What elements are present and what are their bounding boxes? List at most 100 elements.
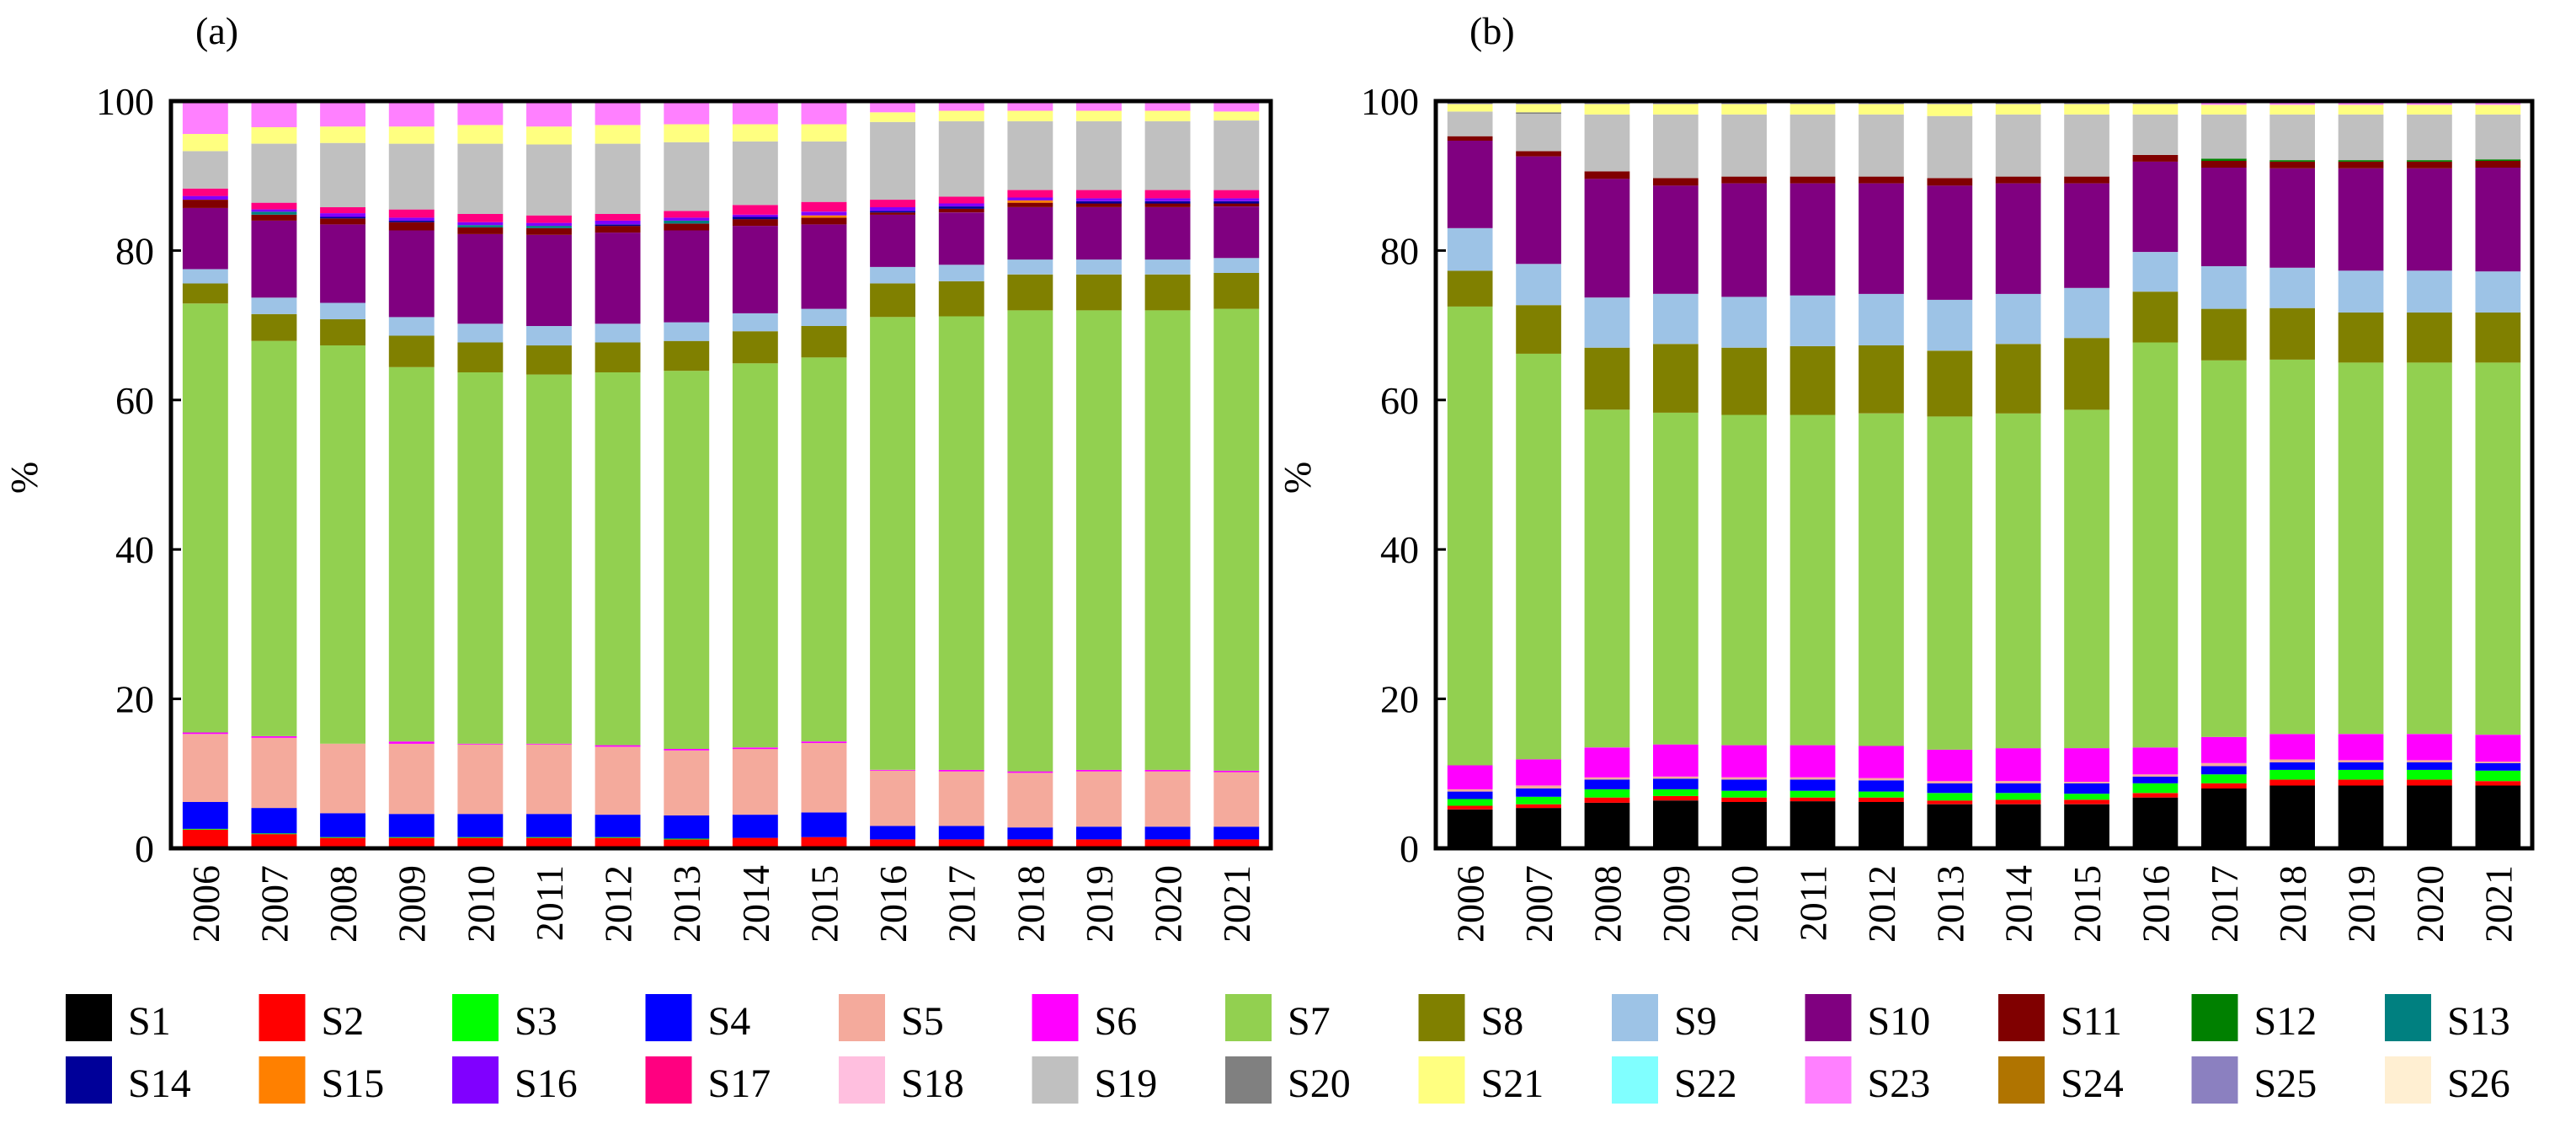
bar-segment-s11-2020 [2407,161,2452,168]
bar-segment-s5-2011 [526,744,572,815]
bar-segment-s23-2021 [1213,101,1260,112]
bar-segment-s11-2019 [2338,161,2384,168]
bar-segment-s8-2021 [1213,273,1260,309]
bar-segment-s19-2010 [457,143,504,214]
bar-segment-s1-2020 [2407,785,2452,848]
legend-label: S5 [901,999,944,1044]
x-tick-label: 2014 [1997,865,2040,943]
bar-segment-s23-2014 [732,101,778,125]
legend-item-s9: S9 [1612,994,1717,1044]
x-tick-label: 2017 [941,865,984,943]
bar-segment-s10-2013 [664,230,710,323]
bar-segment-s2-2017 [938,839,984,848]
bar-segment-s9-2017 [938,265,984,281]
bar-segment-s16-2009 [388,217,435,221]
bar-segment-s20-2007 [1516,112,1561,115]
bar-segment-s19-2009 [1653,115,1699,179]
bar-segment-s3-2013 [664,838,710,840]
bar-segment-s2-2020 [1144,839,1191,848]
legend-swatch [2385,1056,2431,1104]
x-tick-label: 2020 [1147,865,1190,943]
bar-segment-s19-2020 [2407,115,2452,161]
bar-segment-s23-2017 [938,101,984,111]
bar-segment-s10-2007 [251,220,297,298]
bar-segment-s10-2020 [2407,168,2452,271]
legend-swatch [645,994,692,1041]
bar-segment-s6-2006 [182,732,228,735]
bar-segment-s11-2017 [938,208,984,213]
plot-frame [1433,99,2535,851]
bar-segment-s10-2012 [1859,183,1904,294]
bar-segment-s5-2015 [2064,782,2109,783]
bar-segment-s6-2013 [664,749,710,751]
bar-segment-s6-2007 [251,736,297,738]
bar-segment-s7-2014 [1995,413,2041,749]
bar-segment-s7-2015 [801,357,847,742]
bar-segment-s8-2010 [1721,347,1767,415]
bar-segment-s10-2021 [2475,167,2521,272]
bar-segment-s11-2010 [457,227,504,234]
legend-swatch [1032,1056,1079,1104]
x-tick-label: 2021 [2477,865,2520,943]
bar-segment-s9-2008 [320,302,365,319]
bar-segment-s2-2013 [664,839,710,848]
bar-segment-s7-2011 [526,374,572,744]
legend-label: S24 [2061,1061,2124,1106]
bar-segment-s1-2016 [2132,797,2179,848]
bar-segment-s16-2012 [595,220,641,225]
bar-segment-s21-2008 [320,126,365,143]
bar-segment-s6-2014 [732,747,778,750]
bar-segment-s17-2007 [251,202,297,210]
bar-segment-s2-2008 [1584,797,1630,803]
bar-segment-s4-2014 [1995,783,2041,794]
bar-segment-s2-2010 [1721,797,1767,802]
bar-segment-s23-2012 [595,101,641,126]
bar-segment-s19-2018 [2269,115,2315,161]
bar-segment-s12-2018 [2269,160,2315,162]
bar-segment-s1-2017 [2201,789,2247,848]
legend-item-s26: S26 [2385,1056,2510,1106]
bar-segment-s21-2010 [1721,104,1767,115]
bar-segment-s4-2016 [2132,776,2179,783]
x-tick-label: 2007 [1517,865,1560,943]
bar-segment-s3-2007 [251,833,297,835]
bar-segment-s3-2014 [1995,793,2041,800]
legend-label: S20 [1288,1061,1351,1106]
y-axis-title: % [1276,462,1319,494]
bar-segment-s7-2009 [388,366,435,742]
bar-segment-s19-2021 [2475,115,2521,160]
bar-segment-s14-2014 [732,217,778,220]
bar-segment-s4-2021 [1213,826,1260,840]
bar-segment-s2-2009 [1653,795,1699,801]
bar-segment-s17-2011 [526,215,572,223]
legend-label: S22 [1674,1061,1737,1106]
bar-segment-s17-2018 [1007,190,1053,198]
bar-segment-s2-2007 [251,834,297,848]
bar-segment-s8-2006 [1447,270,1493,307]
legend-label: S25 [2254,1061,2317,1106]
bar-segment-s21-2012 [595,125,641,144]
bar-segment-s10-2021 [1213,206,1260,259]
bar-segment-s2-2016 [870,839,915,848]
bar-segment-s1-2012 [1859,802,1904,848]
y-tick-label: 60 [115,379,154,422]
bar-segment-s21-2019 [2338,104,2384,115]
bar-segment-s5-2006 [1447,789,1493,792]
legend-label: S19 [1095,1061,1158,1106]
bar-segment-s6-2014 [1995,748,2041,782]
bar-segment-s4-2008 [320,813,365,837]
legend-swatch [1998,994,2045,1041]
bar-segment-s10-2011 [526,234,572,326]
bar-segment-s3-2006 [1447,799,1493,806]
bar-segment-s7-2016 [2132,342,2179,748]
legend-item-s23: S23 [1805,1056,1930,1106]
legend-item-s18: S18 [839,1056,964,1106]
bar-segment-s3-2016 [2132,783,2179,794]
bar-segment-s11-2009 [388,222,435,231]
bar-segment-s8-2018 [1007,274,1053,311]
legend-label: S10 [1868,999,1931,1044]
bar-segment-s6-2020 [1144,769,1191,772]
legend-swatch [1032,994,1079,1041]
legend-swatch [1225,994,1272,1041]
bar-segment-s8-2006 [182,283,228,304]
